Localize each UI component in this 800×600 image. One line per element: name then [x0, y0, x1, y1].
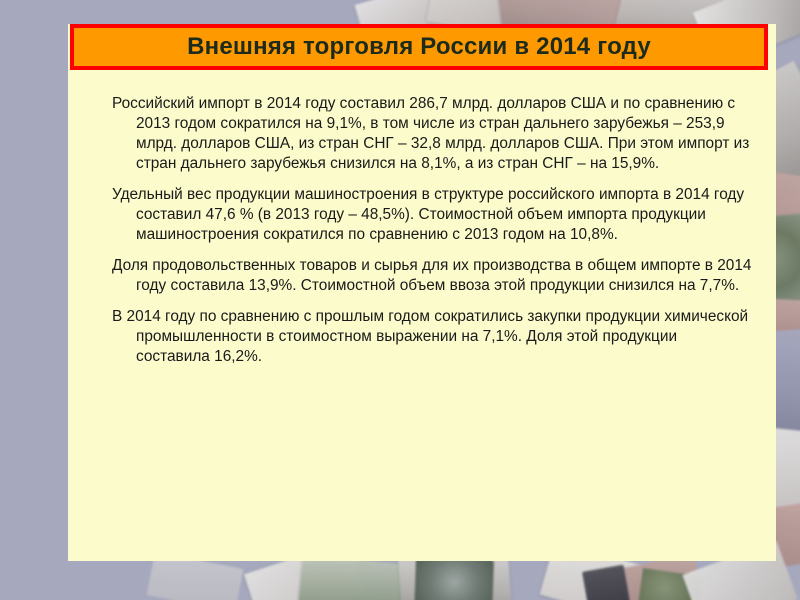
slide-body: Российский импорт в 2014 году составил 2… — [112, 94, 752, 367]
body-paragraph: Удельный вес продукции машиностроения в … — [112, 186, 745, 244]
collage-dark-object-bottom — [582, 564, 630, 600]
body-paragraph: Российский импорт в 2014 году составил 2… — [112, 95, 750, 173]
body-paragraph: Доля продовольственных товаров и сырья д… — [112, 257, 752, 295]
page-title: Внешняя торговля России в 2014 году — [187, 33, 651, 60]
body-paragraph: В 2014 году по сравнению с прошлым годом… — [112, 308, 749, 366]
content-panel: Внешняя торговля России в 2014 году Росс… — [68, 24, 776, 561]
collage-device-bottom — [413, 556, 495, 600]
slide-title-box: Внешняя торговля России в 2014 году — [70, 24, 768, 70]
